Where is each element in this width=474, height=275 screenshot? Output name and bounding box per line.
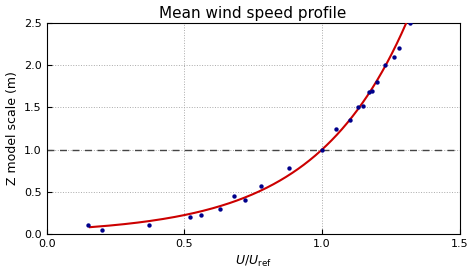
Point — [84, 223, 92, 228]
Point — [382, 63, 389, 67]
Point — [395, 46, 403, 51]
Point — [318, 147, 326, 152]
Point — [368, 88, 375, 93]
Point — [346, 118, 353, 122]
Point — [406, 21, 414, 25]
Point — [230, 194, 237, 198]
Point — [98, 227, 106, 232]
Point — [258, 184, 265, 188]
Point — [241, 198, 249, 202]
Point — [186, 215, 194, 219]
Point — [354, 105, 362, 110]
Y-axis label: Z model scale (m): Z model scale (m) — [6, 72, 18, 185]
Point — [332, 126, 339, 131]
Point — [373, 80, 381, 84]
Point — [145, 223, 152, 228]
Point — [216, 207, 224, 211]
Point — [197, 213, 205, 218]
Point — [359, 104, 367, 108]
Point — [390, 55, 397, 59]
Point — [365, 90, 373, 94]
Title: Mean wind speed profile: Mean wind speed profile — [159, 6, 347, 21]
Point — [285, 166, 293, 170]
X-axis label: $U/U_\mathrm{ref}$: $U/U_\mathrm{ref}$ — [235, 254, 272, 270]
